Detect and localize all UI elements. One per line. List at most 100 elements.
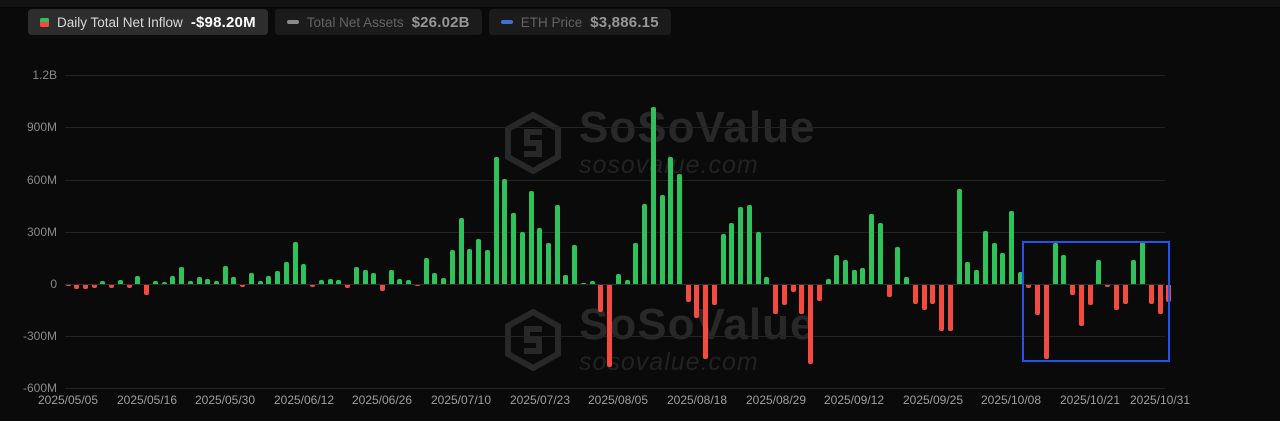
daily-net-inflow-bar[interactable]: [721, 234, 726, 284]
daily-net-inflow-bar[interactable]: [389, 270, 394, 284]
daily-net-inflow-bar[interactable]: [336, 280, 341, 284]
daily-net-inflow-bar[interactable]: [397, 279, 402, 284]
daily-net-inflow-bar[interactable]: [258, 281, 263, 284]
daily-net-inflow-bar[interactable]: [581, 283, 586, 284]
daily-net-inflow-bar[interactable]: [660, 195, 665, 284]
daily-net-inflow-bar[interactable]: [1105, 285, 1110, 287]
daily-net-inflow-bar[interactable]: [494, 157, 499, 284]
daily-net-inflow-bar[interactable]: [223, 266, 228, 284]
daily-net-inflow-bar[interactable]: [153, 281, 158, 284]
daily-net-inflow-bar[interactable]: [799, 285, 804, 314]
daily-net-inflow-bar[interactable]: [135, 276, 140, 284]
legend-item-total-net-assets[interactable]: Total Net Assets $26.02B: [274, 9, 482, 35]
daily-net-inflow-bar[interactable]: [747, 205, 752, 284]
daily-net-inflow-bar[interactable]: [371, 273, 376, 284]
daily-net-inflow-bar[interactable]: [1088, 285, 1093, 305]
daily-net-inflow-bar[interactable]: [380, 285, 385, 291]
daily-net-inflow-bar[interactable]: [1158, 285, 1163, 314]
daily-net-inflow-bar[interactable]: [712, 285, 717, 305]
daily-net-inflow-bar[interactable]: [231, 277, 236, 284]
daily-net-inflow-bar[interactable]: [467, 249, 472, 284]
daily-net-inflow-bar[interactable]: [1114, 285, 1119, 310]
daily-net-inflow-bar[interactable]: [118, 280, 123, 284]
legend-item-eth-price[interactable]: ETH Price $3,886.15: [488, 9, 671, 35]
daily-net-inflow-bar[interactable]: [319, 280, 324, 284]
daily-net-inflow-bar[interactable]: [537, 228, 542, 284]
daily-net-inflow-bar[interactable]: [415, 285, 420, 286]
daily-net-inflow-bar[interactable]: [240, 285, 245, 287]
legend-item-daily-net-inflow[interactable]: Daily Total Net Inflow -$98.20M: [28, 9, 268, 35]
daily-net-inflow-bar[interactable]: [345, 285, 350, 288]
daily-net-inflow-bar[interactable]: [616, 274, 621, 284]
daily-net-inflow-bar[interactable]: [127, 285, 132, 288]
daily-net-inflow-bar[interactable]: [1018, 272, 1023, 284]
daily-net-inflow-bar[interactable]: [834, 255, 839, 284]
daily-net-inflow-bar[interactable]: [406, 280, 411, 284]
daily-net-inflow-bar[interactable]: [1149, 285, 1154, 304]
daily-net-inflow-bar[interactable]: [1061, 255, 1066, 284]
daily-net-inflow-bar[interactable]: [100, 281, 105, 284]
daily-net-inflow-bar[interactable]: [546, 243, 551, 284]
daily-net-inflow-bar[interactable]: [424, 258, 429, 284]
daily-net-inflow-bar[interactable]: [869, 214, 874, 284]
daily-net-inflow-bar[interactable]: [633, 243, 638, 284]
daily-net-inflow-bar[interactable]: [860, 268, 865, 284]
daily-net-inflow-bar[interactable]: [476, 239, 481, 284]
daily-net-inflow-bar[interactable]: [450, 250, 455, 284]
daily-net-inflow-bar[interactable]: [1044, 285, 1049, 359]
daily-net-inflow-bar[interactable]: [817, 285, 822, 301]
daily-net-inflow-bar[interactable]: [83, 285, 88, 289]
daily-net-inflow-bar[interactable]: [502, 179, 507, 284]
daily-net-inflow-bar[interactable]: [511, 213, 516, 284]
daily-net-inflow-bar[interactable]: [895, 247, 900, 284]
daily-net-inflow-bar[interactable]: [363, 270, 368, 284]
daily-net-inflow-bar[interactable]: [520, 232, 525, 284]
daily-net-inflow-bar[interactable]: [651, 107, 656, 284]
daily-net-inflow-bar[interactable]: [1009, 211, 1014, 284]
daily-net-inflow-bar[interactable]: [625, 280, 630, 284]
daily-net-inflow-bar[interactable]: [965, 262, 970, 284]
daily-net-inflow-bar[interactable]: [922, 285, 927, 310]
daily-net-inflow-bar[interactable]: [1123, 285, 1128, 304]
daily-net-inflow-bar[interactable]: [197, 277, 202, 284]
daily-net-inflow-bar[interactable]: [563, 275, 568, 284]
daily-net-inflow-bar[interactable]: [948, 285, 953, 331]
daily-net-inflow-bar[interactable]: [92, 285, 97, 288]
daily-net-inflow-bar[interactable]: [572, 245, 577, 284]
daily-net-inflow-bar[interactable]: [939, 285, 944, 331]
daily-net-inflow-bar[interactable]: [179, 267, 184, 284]
daily-net-inflow-bar[interactable]: [162, 282, 167, 284]
daily-net-inflow-bar[interactable]: [930, 285, 935, 304]
daily-net-inflow-bar[interactable]: [485, 250, 490, 284]
daily-net-inflow-bar[interactable]: [974, 270, 979, 284]
daily-net-inflow-bar[interactable]: [738, 207, 743, 284]
daily-net-inflow-bar[interactable]: [957, 189, 962, 284]
daily-net-inflow-bar[interactable]: [441, 278, 446, 284]
daily-net-inflow-bar[interactable]: [686, 285, 691, 302]
daily-net-inflow-bar[interactable]: [782, 285, 787, 305]
daily-net-inflow-bar[interactable]: [913, 285, 918, 304]
daily-net-inflow-bar[interactable]: [328, 279, 333, 284]
daily-net-inflow-bar[interactable]: [1070, 285, 1075, 295]
daily-net-inflow-bar[interactable]: [668, 157, 673, 284]
daily-net-inflow-bar[interactable]: [598, 285, 603, 312]
daily-net-inflow-bar[interactable]: [214, 281, 219, 284]
daily-net-inflow-bar[interactable]: [694, 285, 699, 318]
daily-net-inflow-bar[interactable]: [170, 276, 175, 284]
daily-net-inflow-bar[interactable]: [529, 191, 534, 284]
daily-net-inflow-bar[interactable]: [188, 281, 193, 284]
daily-net-inflow-bar[interactable]: [109, 285, 114, 288]
daily-net-inflow-bar[interactable]: [354, 267, 359, 284]
daily-net-inflow-bar[interactable]: [66, 285, 71, 286]
daily-net-inflow-bar[interactable]: [826, 279, 831, 284]
daily-net-inflow-bar[interactable]: [843, 260, 848, 284]
daily-net-inflow-bar[interactable]: [249, 273, 254, 284]
daily-net-inflow-bar[interactable]: [74, 285, 79, 289]
daily-net-inflow-bar[interactable]: [808, 285, 813, 364]
daily-net-inflow-bar[interactable]: [275, 271, 280, 284]
daily-net-inflow-bar[interactable]: [878, 223, 883, 284]
daily-net-inflow-bar[interactable]: [642, 204, 647, 284]
daily-net-inflow-bar[interactable]: [1131, 260, 1136, 284]
daily-net-inflow-bar[interactable]: [1026, 285, 1031, 288]
daily-net-inflow-bar[interactable]: [1000, 253, 1005, 284]
